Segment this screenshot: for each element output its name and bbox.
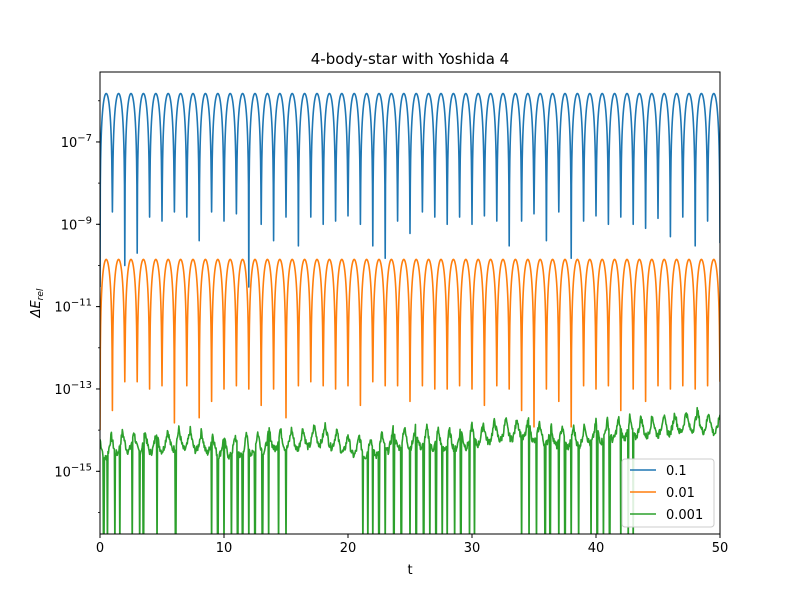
legend-box (621, 458, 715, 528)
x-tick-label: 50 (712, 541, 729, 556)
x-tick-label: 20 (340, 541, 357, 556)
x-tick-label: 30 (464, 541, 481, 556)
y-tick-label: 10−11 (54, 298, 92, 316)
series-line-0 (100, 92, 720, 288)
legend-label: 0.01 (666, 486, 695, 501)
y-axis-label-base: ΔE (29, 300, 44, 319)
y-tick-label: 10−7 (61, 133, 92, 151)
series-layer (100, 92, 720, 534)
x-tick-label: 10 (216, 541, 233, 556)
legend: 0.1 0.01 0.001 (621, 458, 715, 528)
x-axis: 0 10 20 30 40 50 (96, 534, 728, 556)
x-axis-label: t (407, 563, 412, 578)
plot-frame (99, 71, 721, 535)
y-axis: 10−7 10−9 10−11 10−13 10−15 (54, 100, 100, 513)
legend-label: 0.1 (666, 464, 687, 479)
series-line-2 (100, 406, 720, 534)
y-axis-label-sub: rel (36, 288, 46, 300)
y-tick-label: 10−15 (54, 462, 92, 480)
y-tick-label: 10−9 (61, 215, 92, 233)
series-line-1 (100, 258, 720, 431)
chart-title: 4-body-star with Yoshida 4 (311, 50, 509, 68)
x-tick-label: 40 (588, 541, 605, 556)
y-tick-label: 10−13 (54, 380, 92, 398)
legend-label: 0.001 (666, 508, 703, 523)
y-axis-label: ΔErel (29, 288, 46, 318)
x-tick-label: 0 (96, 541, 104, 556)
